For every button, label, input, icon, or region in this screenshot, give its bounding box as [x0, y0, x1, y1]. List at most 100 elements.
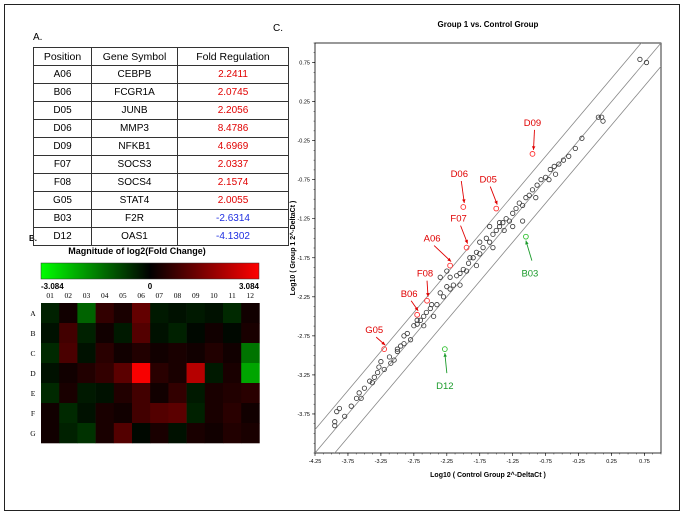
highlighted-point	[424, 297, 430, 304]
data-point	[496, 220, 503, 226]
data-point	[386, 354, 393, 360]
heatmap-cell	[150, 323, 169, 344]
heatmap-cell	[223, 383, 242, 404]
heatmap-cell	[113, 363, 133, 384]
table-row: B06 FCGR1A 2.0745	[33, 83, 289, 102]
data-point	[440, 294, 447, 300]
row-tick-label: F	[31, 409, 35, 418]
data-point	[534, 182, 540, 188]
heatmap-cell	[113, 323, 133, 344]
annotation-arrow-shaft	[460, 180, 465, 204]
column-tick-label: 05	[119, 291, 127, 300]
heatmap-cell	[113, 423, 133, 444]
position-cell: D06	[33, 119, 92, 138]
highlighted-point	[381, 346, 388, 352]
heatmap-cell	[241, 423, 260, 444]
y-tick-label: -0.25	[297, 139, 310, 145]
data-point	[407, 337, 414, 343]
data-point	[421, 313, 427, 319]
heatmap-cell	[113, 383, 133, 404]
gene-annotation-label: D12	[436, 381, 453, 392]
data-point	[501, 227, 507, 234]
data-point	[579, 135, 585, 141]
heatmap-cell	[41, 383, 60, 404]
row-tick-label: C	[30, 349, 35, 358]
reference-lines	[315, 43, 661, 453]
data-point	[388, 360, 394, 366]
data-point	[401, 333, 407, 339]
annotation-arrow-head	[414, 306, 419, 311]
heatmap-cell	[77, 423, 96, 444]
table-row: D05 JUNB 2.2056	[33, 101, 289, 120]
data-point	[510, 223, 516, 230]
heatmap-cell	[132, 403, 151, 424]
data-point	[444, 268, 450, 274]
heatmap-title: Magnitude of log2(Fold Change)	[68, 246, 205, 256]
row-tick-label: D	[30, 369, 36, 378]
table-row: B03 F2R -2.6314	[33, 209, 289, 228]
data-point	[470, 255, 476, 261]
fold-regulation-cell: 2.2056	[177, 101, 289, 120]
heatmap-cell	[77, 323, 96, 344]
heatmap-cell	[132, 423, 151, 444]
x-tick-label: -2.75	[408, 459, 421, 465]
gene-symbol-cell: FCGR1A	[91, 83, 178, 102]
heatmap-cell	[204, 363, 224, 384]
data-point	[417, 317, 424, 323]
heatmap-cell	[186, 423, 206, 444]
colorbar	[40, 262, 260, 280]
gene-symbol-cell: SOCS4	[91, 173, 178, 192]
y-tick-label: -3.75	[297, 412, 310, 418]
heatmap-cell	[41, 403, 60, 424]
heatmap-cell	[204, 423, 224, 444]
data-point	[342, 413, 348, 419]
data-point	[361, 385, 368, 391]
annotation-arrow-head	[426, 293, 430, 297]
highlighted-point	[447, 262, 453, 269]
data-point	[375, 369, 381, 376]
heatmap-cell	[186, 343, 206, 364]
y-axis-label: Log10 ( Group 1 2^-DeltaCt )	[289, 201, 297, 296]
data-point	[513, 205, 519, 212]
heatmap-cell	[204, 383, 224, 404]
data-point	[493, 227, 499, 234]
position-cell: F07	[33, 155, 92, 174]
fold-regulation-cell: 2.0745	[177, 83, 289, 102]
heatmap-cell	[168, 423, 187, 444]
data-point	[394, 348, 400, 355]
heatmap-cell	[223, 323, 242, 344]
x-axis-label: Log10 ( Control Group 2^-DeltaCt )	[430, 471, 546, 479]
heatmap-cell	[204, 323, 224, 344]
data-point	[391, 357, 397, 363]
data-point	[437, 274, 443, 280]
column-tick-label: 04	[101, 291, 109, 300]
data-point	[546, 177, 552, 183]
x-tick-label: -1.25	[506, 459, 519, 465]
data-point	[595, 114, 601, 120]
colorbar-tick-label: 3.084	[239, 282, 260, 291]
gene-annotation-label: A06	[424, 234, 441, 245]
heatmap-cell	[186, 323, 206, 344]
y-tick-label: -1.25	[297, 217, 310, 223]
data-point	[353, 395, 360, 401]
data-point	[477, 239, 483, 245]
heatmap-panel: Magnitude of log2(Fold Change) -3.084 0 3.0…	[30, 246, 260, 444]
y-tick-label: 0.75	[299, 61, 310, 67]
heatmap-cell	[132, 363, 151, 384]
data-point	[467, 255, 473, 261]
x-tick-label: -3.75	[342, 459, 355, 465]
x-tick-label: -2.25	[441, 459, 454, 465]
heatmap-cell	[168, 323, 187, 344]
data-point	[506, 218, 513, 224]
heatmap-cell	[59, 403, 78, 424]
fold-regulation-cell: 8.4786	[177, 119, 289, 138]
position-cell: A06	[33, 65, 92, 84]
fold-regulation-cell: 4.6969	[177, 137, 289, 156]
row-tick-label: A	[30, 309, 36, 318]
heatmap-cell	[241, 323, 260, 344]
data-point	[457, 270, 463, 276]
highlighted-point	[493, 205, 500, 212]
data-point	[529, 187, 536, 193]
data-point	[394, 346, 400, 352]
y-tick-label: -0.75	[297, 178, 310, 184]
